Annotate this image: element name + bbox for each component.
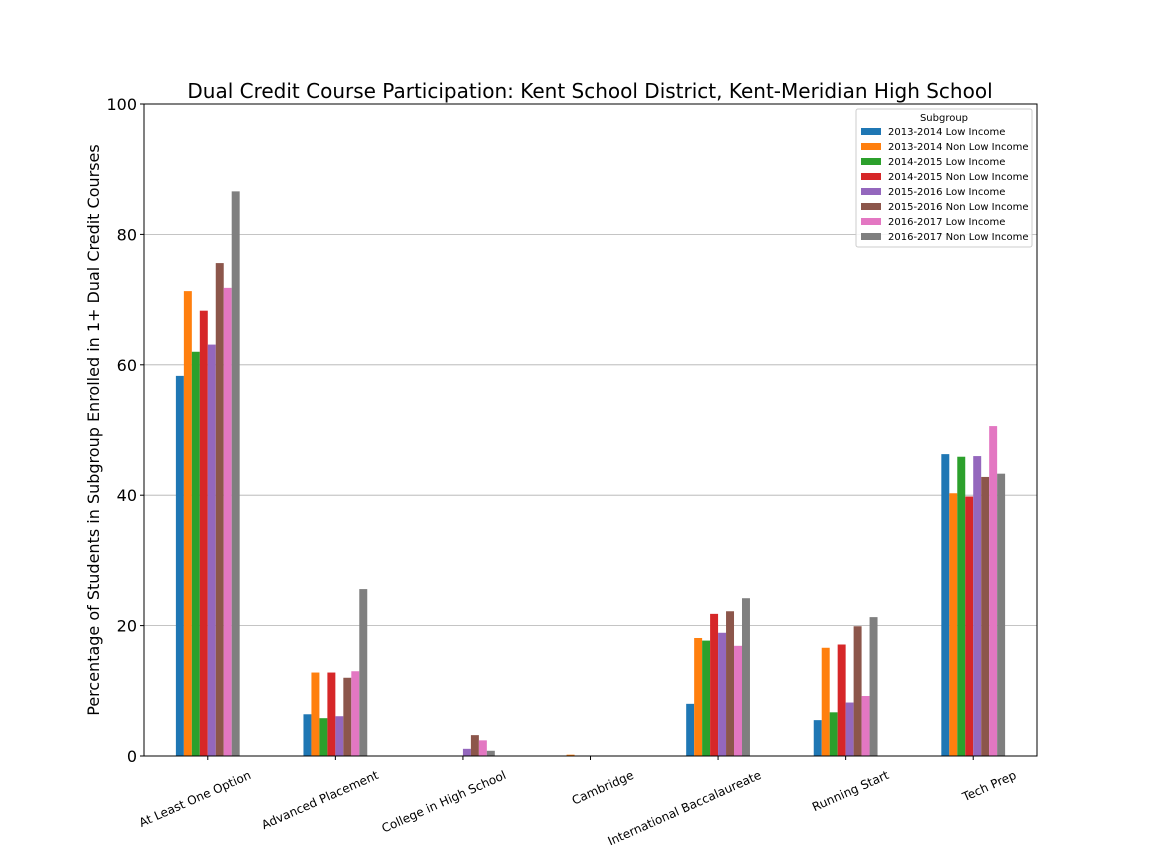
bar [957,456,966,756]
bar [223,287,232,756]
legend-title: Subgroup [920,113,968,124]
bar [702,640,711,756]
bar [981,476,990,756]
bar [359,589,368,756]
bar [311,672,320,756]
bars [175,191,1006,757]
bar [327,672,336,756]
bar [718,632,727,756]
bar [694,637,703,756]
bar [462,748,471,756]
bar [486,750,495,756]
legend-label: 2015-2016 Low Income [888,187,1005,198]
legend-swatch [861,218,881,225]
y-tick-label: 20 [117,617,137,636]
legend-label: 2016-2017 Low Income [888,217,1005,228]
y-tick-label: 40 [117,486,137,505]
bar [207,344,216,756]
bar [726,611,735,756]
legend-label: 2015-2016 Non Low Income [888,202,1028,213]
legend-swatch [861,158,881,165]
bar [470,735,479,756]
bar [343,677,352,756]
y-tick-label: 80 [117,225,137,244]
y-tick-label: 0 [127,747,137,766]
y-tick-label: 100 [106,95,137,114]
legend: Subgroup 2013-2014 Low Income 2013-2014 N… [855,108,1033,248]
bar [191,351,200,756]
bar [997,473,1006,756]
legend-swatch [861,143,881,150]
legend-label: 2014-2015 Non Low Income [888,172,1028,183]
bar [973,456,982,756]
bar [303,714,312,756]
y-axis-label: Percentage of Students in Subgroup Enrol… [84,144,103,715]
bar [734,645,742,756]
bar [845,702,854,756]
bar [741,598,750,756]
bar [566,754,575,756]
legend-label: 2013-2014 Non Low Income [888,142,1028,153]
x-axis: At Least One Option Advanced PlacementCol… [137,756,1018,848]
bar [710,613,719,756]
bar [837,644,846,756]
legend-swatch [861,203,881,210]
x-tick-label: College in High School [380,768,509,836]
gridlines [144,233,1037,626]
x-tick-label: At Least One Option [137,768,253,830]
legend-label: 2016-2017 Non Low Income [888,232,1028,243]
bar [351,671,360,756]
legend-label: 2014-2015 Low Income [888,157,1005,168]
x-tick-label: Cambridge [570,768,636,808]
bar [478,740,487,756]
bar [949,493,958,756]
legend-swatch [861,188,881,195]
x-tick-label: Running Start [810,768,891,814]
bar [829,712,838,756]
bar [853,626,862,756]
bar [813,720,822,756]
bar [215,263,224,756]
bar [869,617,878,756]
bar [861,696,870,756]
legend-swatch [861,128,881,135]
legend-box [855,108,1033,248]
x-tick-label: Tech Prep [959,768,1018,805]
bar [319,718,328,756]
bar [821,647,830,756]
bar [175,375,184,756]
legend-swatch [861,233,881,240]
bar [199,310,208,756]
legend-label: 2013-2014 Low Income [888,127,1005,138]
y-tick-label: 60 [117,356,137,375]
y-axis: 0 20 40 60 80 100 [106,95,144,766]
bar [335,716,344,756]
bar [183,291,192,756]
chart-title: Dual Credit Course Participation: Kent S… [187,79,992,103]
bar [965,496,974,756]
bar [989,426,998,756]
legend-swatch [861,173,881,180]
x-tick-label: Advanced Placement [259,768,380,832]
bar [941,454,950,756]
bar [231,191,240,757]
bar [686,703,695,756]
